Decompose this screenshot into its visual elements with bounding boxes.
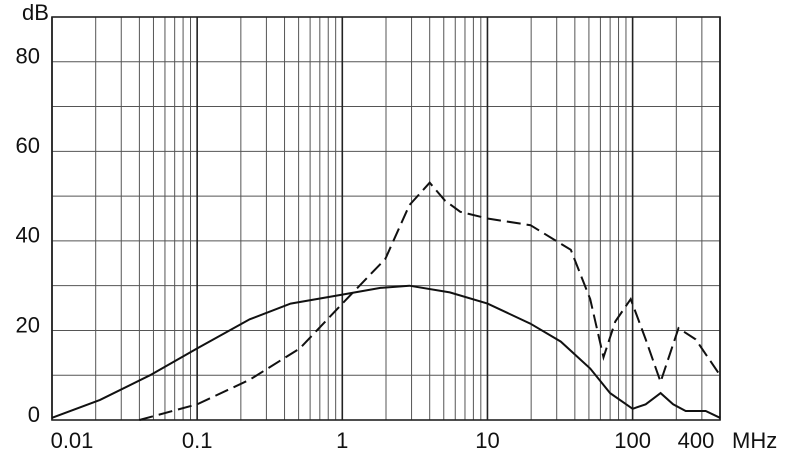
x-tick-label: 0.01 [51, 428, 94, 453]
y-tick-label: 80 [16, 44, 40, 69]
x-tick-label: 100 [614, 428, 651, 453]
y-tick-label: 60 [16, 133, 40, 158]
y-tick-label: 20 [16, 312, 40, 337]
y-axis-label: dB [22, 0, 49, 25]
x-axis-label: MHz [732, 428, 777, 453]
series-line [51, 284, 721, 419]
series-line [139, 181, 721, 421]
x-tick-label: 0.1 [182, 428, 213, 453]
x-tick-label: 1 [336, 428, 348, 453]
x-tick-label: 400 [678, 428, 715, 453]
y-tick-label: 40 [16, 223, 40, 248]
x-tick-label: 10 [475, 428, 499, 453]
y-tick-label: 0 [28, 402, 40, 427]
plot-frame [51, 16, 721, 421]
